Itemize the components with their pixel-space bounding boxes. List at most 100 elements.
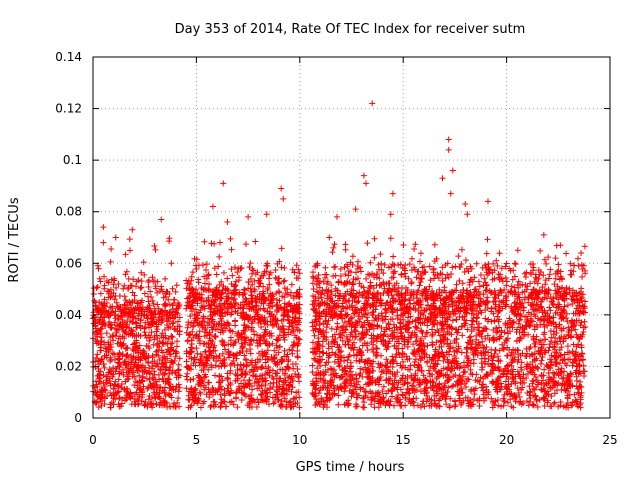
data-point <box>564 343 571 350</box>
data-point <box>103 299 110 306</box>
data-point <box>454 348 461 355</box>
data-point <box>119 319 126 326</box>
data-point <box>220 360 227 367</box>
data-point <box>495 402 502 409</box>
data-point <box>294 340 301 347</box>
data-point <box>196 328 203 335</box>
data-point <box>243 296 250 303</box>
data-point <box>342 241 349 248</box>
data-point <box>541 403 548 410</box>
data-point <box>416 282 423 289</box>
data-point <box>310 269 317 276</box>
data-point <box>266 281 273 288</box>
data-point <box>184 324 191 331</box>
data-point <box>94 383 101 390</box>
data-point <box>262 365 269 372</box>
data-point <box>231 339 238 346</box>
data-point <box>364 240 371 247</box>
data-point <box>235 277 242 284</box>
data-point <box>264 308 271 315</box>
data-point <box>114 340 121 347</box>
data-point <box>101 394 108 401</box>
data-point <box>495 271 502 278</box>
data-point <box>503 260 510 267</box>
data-point <box>274 344 281 351</box>
data-point <box>294 353 301 360</box>
data-point <box>195 279 202 286</box>
data-point <box>115 383 122 390</box>
data-point <box>146 302 153 309</box>
data-point <box>100 360 107 367</box>
data-point <box>138 387 145 394</box>
data-point <box>400 242 407 249</box>
data-point <box>151 243 158 250</box>
data-point <box>101 339 108 346</box>
data-point <box>273 297 280 304</box>
data-point <box>116 303 123 310</box>
data-point <box>227 399 234 406</box>
data-point <box>183 385 190 392</box>
data-point <box>296 378 303 385</box>
data-point <box>192 286 199 293</box>
data-point <box>495 309 502 316</box>
data-point <box>130 276 137 283</box>
data-point <box>272 274 279 281</box>
data-point <box>93 305 100 312</box>
data-point <box>290 342 297 349</box>
data-point <box>264 260 271 267</box>
data-point <box>211 240 218 247</box>
data-point <box>455 253 462 260</box>
data-point <box>257 356 264 363</box>
data-point <box>375 261 382 268</box>
data-point <box>107 404 114 411</box>
data-point <box>218 317 225 324</box>
data-point <box>470 395 477 402</box>
data-point <box>224 374 231 381</box>
data-point <box>197 404 204 411</box>
data-point <box>431 241 438 248</box>
data-point <box>446 404 453 411</box>
data-point <box>106 318 113 325</box>
data-point <box>113 299 120 306</box>
data-point <box>423 295 430 302</box>
data-point <box>417 250 424 257</box>
data-point <box>284 364 291 371</box>
data-point <box>555 261 562 268</box>
data-point <box>294 354 301 361</box>
data-point <box>172 288 179 295</box>
data-point <box>193 266 200 273</box>
data-point <box>135 277 142 284</box>
data-point <box>266 332 273 339</box>
data-point <box>128 359 135 366</box>
data-point <box>169 340 176 347</box>
data-point <box>166 235 173 242</box>
data-point <box>133 339 140 346</box>
data-point <box>171 325 178 332</box>
data-point <box>402 402 409 409</box>
data-point <box>228 246 235 253</box>
data-point <box>511 260 518 267</box>
data-point <box>230 401 237 408</box>
data-point <box>199 304 206 311</box>
data-point <box>558 344 565 351</box>
data-point <box>147 382 154 389</box>
data-point <box>175 395 182 402</box>
data-point <box>231 283 238 290</box>
data-point <box>143 342 150 349</box>
data-point <box>247 260 254 267</box>
data-point <box>161 371 168 378</box>
data-point <box>542 281 549 288</box>
data-point <box>411 245 418 252</box>
data-point <box>292 371 299 378</box>
data-point <box>412 241 419 248</box>
data-point <box>127 302 134 309</box>
data-point <box>92 337 99 344</box>
data-point <box>537 247 544 254</box>
data-point <box>241 286 248 293</box>
data-point <box>217 404 224 411</box>
data-point <box>105 294 112 301</box>
data-point <box>203 267 210 274</box>
data-point <box>296 270 303 277</box>
data-point <box>117 308 124 315</box>
data-point <box>165 367 172 374</box>
